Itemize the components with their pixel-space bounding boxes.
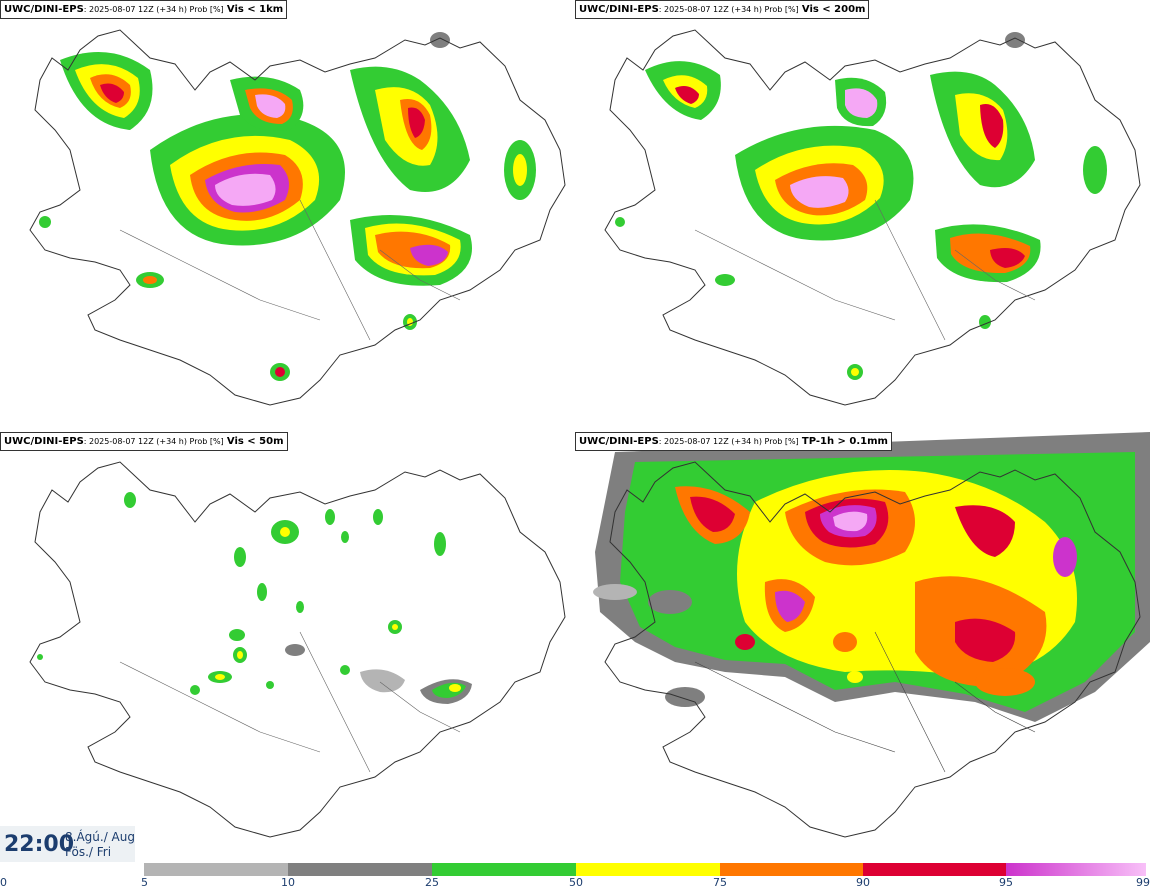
legend-tick: 75 xyxy=(713,876,727,889)
legend-tick: 95 xyxy=(999,876,1013,889)
iceland-map xyxy=(593,432,1150,838)
map-panel-precip: UWC/DINI-EPS: 2025-08-07 12Z (+34 h) Pro… xyxy=(575,432,1150,864)
variable-label: Vis < 1km xyxy=(226,4,284,15)
run-info: : 2025-08-07 12Z (+34 h) Prob [%] xyxy=(658,5,799,14)
panel-title: UWC/DINI-EPS: 2025-08-07 12Z (+34 h) Pro… xyxy=(0,432,288,451)
legend-band-10-25 xyxy=(288,863,432,876)
valid-day: Fös./ Fri xyxy=(65,845,112,859)
probability-field xyxy=(37,492,472,704)
variable-label: Vis < 200m xyxy=(801,4,866,15)
model-label: UWC/DINI-EPS xyxy=(4,4,84,15)
panel-title: UWC/DINI-EPS: 2025-08-07 12Z (+34 h) Pro… xyxy=(575,432,892,451)
coastline-detail xyxy=(119,199,461,341)
coastline-detail xyxy=(119,631,461,773)
legend-tick: 25 xyxy=(425,876,439,889)
probability-field xyxy=(593,432,1150,722)
valid-time-box: 22:00 8.Ágú./ Aug Fös./ Fri xyxy=(0,826,135,862)
legend-tick: 5 xyxy=(141,876,148,889)
map-panel-vis-1km: UWC/DINI-EPS: 2025-08-07 12Z (+34 h) Pro… xyxy=(0,0,575,432)
legend-band-75-90 xyxy=(720,863,863,876)
legend-band-90-95 xyxy=(863,863,1006,876)
model-label: UWC/DINI-EPS xyxy=(579,436,659,447)
legend-band-25-50 xyxy=(432,863,576,876)
variable-label: Vis < 50m xyxy=(226,436,284,447)
model-label: UWC/DINI-EPS xyxy=(579,4,659,15)
legend-band-50-75 xyxy=(576,863,720,876)
variable-label: TP-1h > 0.1mm xyxy=(801,436,888,447)
valid-date: 8.Ágú./ Aug xyxy=(65,830,135,844)
model-label: UWC/DINI-EPS xyxy=(4,436,84,447)
legend-band-95-99 xyxy=(1006,863,1146,876)
run-info: : 2025-08-07 12Z (+34 h) Prob [%] xyxy=(658,437,799,446)
coastline-detail xyxy=(694,631,1036,773)
panel-title: UWC/DINI-EPS: 2025-08-07 12Z (+34 h) Pro… xyxy=(575,0,870,19)
probability-field xyxy=(615,32,1107,380)
coastline-detail xyxy=(694,199,1036,341)
legend-tick: 90 xyxy=(856,876,870,889)
map-panel-vis-200m: UWC/DINI-EPS: 2025-08-07 12Z (+34 h) Pro… xyxy=(575,0,1150,432)
iceland-map xyxy=(29,461,566,838)
iceland-map xyxy=(29,29,566,406)
legend-band-5-10 xyxy=(144,863,288,876)
valid-time: 22:00 xyxy=(4,832,75,857)
legend-tick: 0 xyxy=(0,876,7,889)
map-panel-vis-50m: UWC/DINI-EPS: 2025-08-07 12Z (+34 h) Pro… xyxy=(0,432,575,864)
probability-field xyxy=(39,32,536,381)
run-info: : 2025-08-07 12Z (+34 h) Prob [%] xyxy=(83,5,224,14)
run-info: : 2025-08-07 12Z (+34 h) Prob [%] xyxy=(83,437,224,446)
legend-tick: 99 xyxy=(1136,876,1150,889)
legend-tick: 50 xyxy=(569,876,583,889)
legend-tick: 10 xyxy=(281,876,295,889)
panel-title: UWC/DINI-EPS: 2025-08-07 12Z (+34 h) Pro… xyxy=(0,0,288,19)
iceland-map xyxy=(604,29,1141,406)
color-scale-legend: 0 5 10 25 50 75 90 95 99 xyxy=(0,862,1150,891)
